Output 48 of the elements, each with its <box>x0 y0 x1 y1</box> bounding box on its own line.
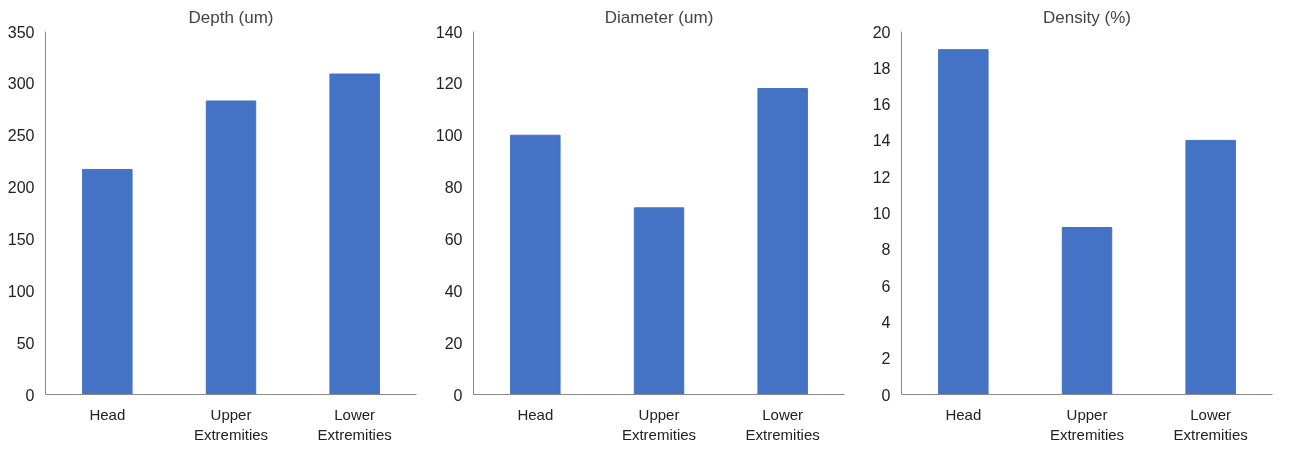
x-tick-label: Lower Extremities <box>1173 405 1248 443</box>
chart-title: Diameter (um) <box>604 7 714 27</box>
y-tick-label: 18 <box>872 59 891 77</box>
y-tick-label: 200 <box>7 179 35 197</box>
y-tick-label: 20 <box>872 23 891 41</box>
y-tick-label: 14 <box>872 132 891 150</box>
y-tick-label: 0 <box>453 386 463 404</box>
y-tick-label: 40 <box>444 282 463 300</box>
y-tick-label: 100 <box>7 282 35 300</box>
bar <box>329 73 380 395</box>
chart-title: Depth (um) <box>188 7 274 27</box>
x-tick-label: Lower Extremities <box>317 405 392 443</box>
y-tick-label: 350 <box>7 23 35 41</box>
y-tick-label: 10 <box>872 205 891 222</box>
x-tick-label: Head <box>89 405 126 423</box>
y-tick-label: 300 <box>7 75 35 93</box>
bar <box>938 49 989 395</box>
bar <box>757 88 808 395</box>
y-tick-label: 60 <box>444 230 463 248</box>
y-tick-label: 0 <box>881 386 891 404</box>
bar <box>1185 139 1236 395</box>
y-tick-label: 8 <box>881 241 891 259</box>
y-tick-label: 0 <box>25 386 35 404</box>
x-tick-label: Upper Extremities <box>193 405 269 443</box>
y-tick-label: 20 <box>444 334 463 352</box>
bar <box>82 168 133 395</box>
y-tick-label: 12 <box>872 168 891 186</box>
x-tick-label: Head <box>945 405 982 423</box>
y-tick-label: 120 <box>435 75 463 93</box>
bar <box>510 134 561 395</box>
y-tick-label: 6 <box>881 277 891 295</box>
y-tick-label: 150 <box>7 230 35 248</box>
x-tick-label: Upper Extremities <box>621 405 697 443</box>
x-tick-label: Lower Extremities <box>745 405 820 443</box>
bar <box>633 207 685 395</box>
bar <box>1061 227 1113 395</box>
y-tick-label: 4 <box>881 313 891 331</box>
y-tick-label: 16 <box>872 96 891 114</box>
x-tick-label: Head <box>517 405 554 423</box>
y-tick-label: 2 <box>881 350 891 368</box>
y-tick-label: 100 <box>435 127 463 145</box>
y-tick-label: 250 <box>7 127 35 145</box>
y-tick-label: 140 <box>435 23 463 41</box>
chart-title: Density (%) <box>1043 7 1131 27</box>
y-tick-label: 50 <box>16 334 35 352</box>
bar <box>205 100 257 395</box>
y-tick-label: 80 <box>444 179 463 197</box>
x-tick-label: Upper Extremities <box>1049 405 1125 443</box>
